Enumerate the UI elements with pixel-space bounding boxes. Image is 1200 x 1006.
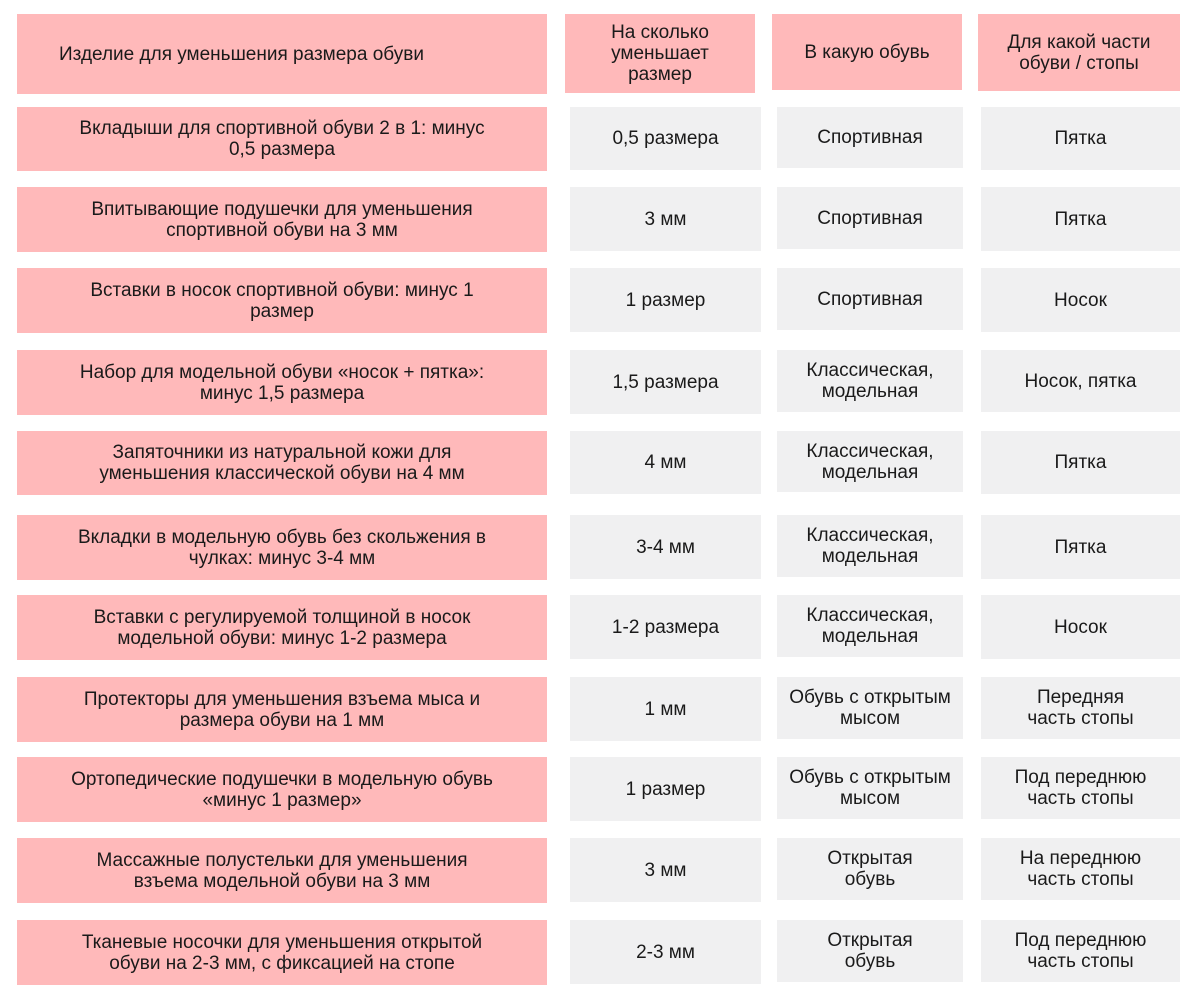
foot-part-cell: Под переднюю часть стопы <box>981 757 1180 819</box>
foot-part-cell: Передняя часть стопы <box>981 677 1180 739</box>
product-cell: Протекторы для уменьшения взъема мыса и … <box>17 677 547 742</box>
foot-part-cell: Носок, пятка <box>981 350 1180 412</box>
product-cell: Вставки в носок спортивной обуви: минус … <box>17 268 547 333</box>
foot-part-cell: Пятка <box>981 431 1180 494</box>
product-cell: Ортопедические подушечки в модельную обу… <box>17 757 547 822</box>
header-reduction: На сколько уменьшает размер <box>565 14 755 93</box>
header-foot-part: Для какой части обуви / стопы <box>978 14 1180 91</box>
product-cell: Набор для модельной обуви «носок + пятка… <box>17 350 547 415</box>
product-cell: Впитывающие подушечки для уменьшения спо… <box>17 187 547 252</box>
shoe-type-cell: Обувь с открытым мысом <box>777 677 963 739</box>
foot-part-cell: Пятка <box>981 187 1180 251</box>
reduction-cell: 4 мм <box>570 431 761 494</box>
foot-part-cell: Под переднюю часть стопы <box>981 920 1180 982</box>
reduction-cell: 1 размер <box>570 757 761 821</box>
reduction-cell: 3 мм <box>570 838 761 902</box>
reduction-cell: 1 мм <box>570 677 761 741</box>
header-shoe-type: В какую обувь <box>772 14 962 90</box>
foot-part-cell: На переднюю часть стопы <box>981 838 1180 900</box>
shoe-type-cell: Спортивная <box>777 187 963 249</box>
shoe-type-cell: Классическая, модельная <box>777 431 963 492</box>
reduction-cell: 1,5 размера <box>570 350 761 414</box>
reduction-cell: 0,5 размера <box>570 107 761 170</box>
shoe-type-cell: Классическая, модельная <box>777 595 963 657</box>
shoe-type-cell: Открытая обувь <box>777 920 963 982</box>
reduction-cell: 1-2 размера <box>570 595 761 659</box>
product-cell: Запяточники из натуральной кожи для умен… <box>17 431 547 495</box>
foot-part-cell: Носок <box>981 268 1180 332</box>
foot-part-cell: Пятка <box>981 107 1180 170</box>
shoe-type-cell: Спортивная <box>777 107 963 168</box>
shoe-type-cell: Классическая, модельная <box>777 350 963 412</box>
shoe-type-cell: Спортивная <box>777 268 963 330</box>
header-product: Изделие для уменьшения размера обуви <box>17 14 547 94</box>
reduction-cell: 3-4 мм <box>570 515 761 579</box>
reduction-cell: 3 мм <box>570 187 761 251</box>
shoe-type-cell: Классическая, модельная <box>777 515 963 577</box>
product-cell: Массажные полустельки для уменьшения взъ… <box>17 838 547 903</box>
shoe-type-cell: Открытая обувь <box>777 838 963 900</box>
foot-part-cell: Носок <box>981 595 1180 659</box>
reduction-cell: 1 размер <box>570 268 761 332</box>
product-cell: Вкладыши для спортивной обуви 2 в 1: мин… <box>17 107 547 171</box>
product-cell: Вставки с регулируемой толщиной в носок … <box>17 595 547 660</box>
shoe-type-cell: Обувь с открытым мысом <box>777 757 963 819</box>
product-cell: Тканевые носочки для уменьшения открытой… <box>17 920 547 985</box>
foot-part-cell: Пятка <box>981 515 1180 579</box>
product-cell: Вкладки в модельную обувь без скольжения… <box>17 515 547 580</box>
reduction-cell: 2-3 мм <box>570 920 761 984</box>
